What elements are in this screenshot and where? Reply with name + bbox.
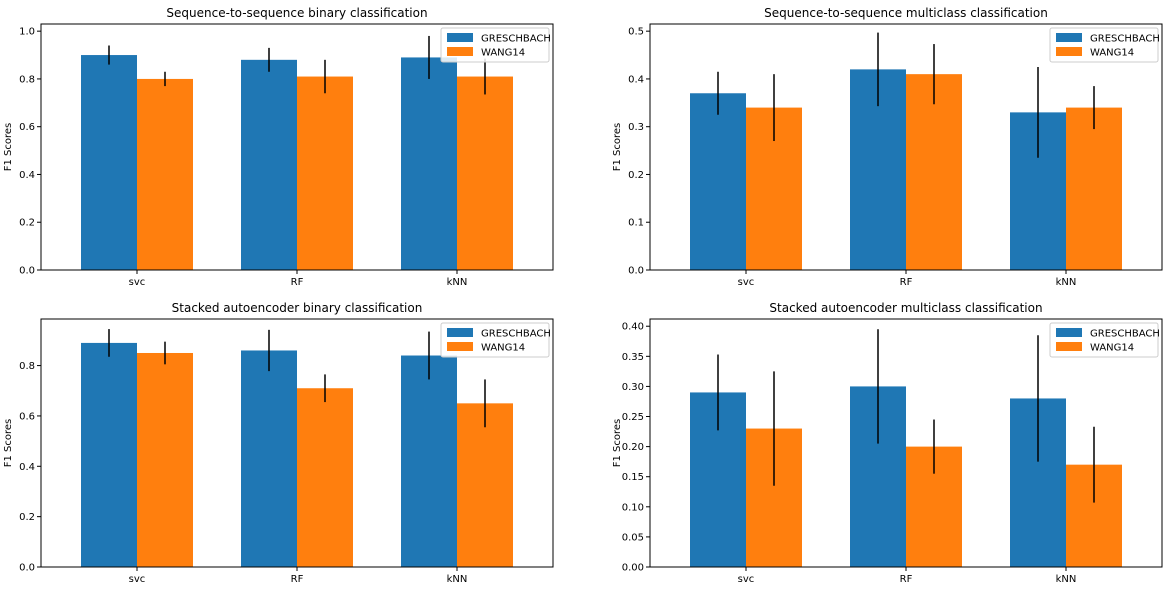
chart-panel-4: 0.00 0.05 0.10 0.15 0.20 0.25 0.30 0.35 0.40 svc R… [612, 301, 1163, 585]
bar-greschbach-knn [401, 57, 457, 271]
legend-swatch-greschbach [1056, 33, 1082, 42]
y-axis-label: F1 Scores [3, 123, 14, 172]
legend-swatch-greschbach [447, 33, 473, 42]
x-tick-label: RF [291, 277, 304, 288]
bar-wang14-svc [137, 352, 193, 567]
chart-panel-3: 0.0 0.2 0.4 0.6 0.8 svc RF kNN Stacked autoencod… [3, 301, 554, 585]
bar-greschbach-svc [81, 55, 137, 271]
y-tick-label: 0.30 [622, 382, 644, 393]
bar-wang14-rf [297, 76, 353, 270]
bar-wang14-knn [457, 76, 513, 270]
x-tick-label: kNN [1056, 574, 1077, 585]
chart-panel-1: 0.0 0.2 0.4 0.6 0.8 1.0 svc RF kNN Sequence-to-se… [3, 6, 554, 288]
legend-swatch-greschbach [447, 328, 473, 337]
bar-wang14-rf [906, 74, 962, 271]
chart-title: Sequence-to-sequence binary classificati… [166, 6, 427, 20]
legend: GRESCHBACH WANG14 [440, 322, 551, 358]
y-tick-label: 0.8 [19, 361, 35, 372]
x-tick-label: svc [738, 277, 755, 288]
x-tick-label: svc [129, 574, 146, 585]
legend-swatch-wang14 [1056, 47, 1082, 56]
y-tick-label: 0.2 [19, 512, 35, 523]
x-tick-label: svc [738, 574, 755, 585]
bar-wang14-svc [137, 78, 193, 270]
legend-label-greschbach: GRESCHBACH [481, 34, 551, 45]
y-tick-label: 0.8 [19, 74, 35, 85]
legend-swatch-wang14 [1056, 342, 1082, 351]
y-tick-label: 0.40 [622, 322, 644, 333]
y-tick-label: 0.20 [622, 442, 644, 453]
bar-greschbach-rf [241, 350, 297, 567]
y-tick-label: 0.2 [19, 218, 35, 229]
y-tick-label: 0.15 [622, 472, 644, 483]
bar-greschbach-svc [690, 93, 746, 270]
x-tick-label: kNN [447, 574, 468, 585]
bar-greschbach-knn [401, 355, 457, 567]
y-axis-label: F1 Scores [612, 123, 623, 172]
chart-title: Stacked autoencoder binary classificatio… [172, 301, 423, 315]
y-tick-label: 0.6 [19, 122, 35, 133]
chart-title: Stacked autoencoder multiclass classific… [769, 301, 1042, 315]
x-tick-label: RF [900, 574, 913, 585]
bar-wang14-rf [297, 388, 353, 567]
y-tick-label: 0.0 [19, 563, 35, 574]
legend-label-greschbach: GRESCHBACH [481, 329, 551, 340]
bar-wang14-knn [1066, 107, 1122, 271]
bar-greschbach-rf [241, 59, 297, 270]
y-tick-label: 0.3 [628, 122, 644, 133]
y-axis-label: F1 Scores [3, 419, 14, 468]
y-tick-label: 0.10 [622, 502, 644, 513]
legend: GRESCHBACH WANG14 [1049, 27, 1160, 63]
x-tick-label: RF [900, 277, 913, 288]
x-tick-label: svc [129, 277, 146, 288]
x-tick-label: kNN [1056, 277, 1077, 288]
y-tick-label: 1.0 [19, 27, 35, 38]
legend-swatch-wang14 [447, 342, 473, 351]
bar-wang14-knn [457, 403, 513, 567]
y-tick-label: 0.4 [19, 462, 35, 473]
legend-label-wang14: WANG14 [1090, 343, 1134, 354]
x-tick-label: kNN [447, 277, 468, 288]
chart-title: Sequence-to-sequence multiclass classifi… [764, 6, 1048, 20]
legend-label-wang14: WANG14 [1090, 48, 1134, 59]
y-tick-label: 0.05 [622, 532, 644, 543]
y-tick-label: 0.0 [628, 266, 644, 277]
y-tick-label: 0.4 [628, 74, 644, 85]
legend-swatch-greschbach [1056, 328, 1082, 337]
y-axis-label: F1 Scores [612, 419, 623, 468]
legend: GRESCHBACH WANG14 [440, 27, 551, 63]
y-tick-label: 0.0 [19, 266, 35, 277]
y-tick-label: 0.25 [622, 412, 644, 423]
y-tick-label: 0.1 [628, 218, 644, 229]
y-tick-label: 0.4 [19, 170, 35, 181]
legend-label-greschbach: GRESCHBACH [1090, 34, 1160, 45]
bar-greschbach-svc [81, 342, 137, 567]
legend-label-wang14: WANG14 [481, 48, 525, 59]
y-tick-label: 0.5 [628, 27, 644, 38]
y-tick-label: 0.35 [622, 352, 644, 363]
legend-label-greschbach: GRESCHBACH [1090, 329, 1160, 340]
y-tick-label: 0.00 [622, 563, 644, 574]
legend-label-wang14: WANG14 [481, 343, 525, 354]
legend-swatch-wang14 [447, 47, 473, 56]
legend: GRESCHBACH WANG14 [1049, 322, 1160, 358]
y-tick-label: 0.2 [628, 170, 644, 181]
x-tick-label: RF [291, 574, 304, 585]
chart-panel-2: 0.0 0.1 0.2 0.3 0.4 0.5 svc RF kNN Sequence-to-se… [612, 6, 1163, 288]
y-tick-label: 0.6 [19, 411, 35, 422]
